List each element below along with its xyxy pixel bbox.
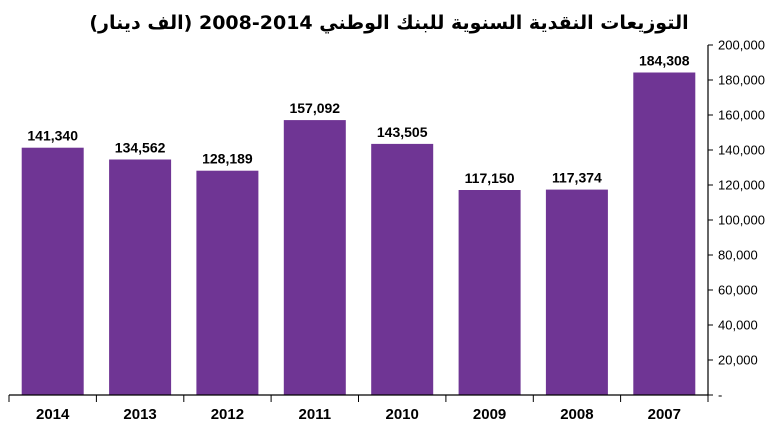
x-tick-label-2009: 2009: [473, 406, 506, 423]
y-tick-label-200000: 200,000: [718, 38, 765, 53]
x-tick-label-2011: 2011: [299, 406, 332, 423]
y-tick-label-160000: 160,000: [718, 108, 765, 123]
x-tick-label-2010: 2010: [386, 406, 419, 423]
data-label-2014: 141,340: [27, 128, 78, 144]
y-tick-label-120000: 120,000: [718, 178, 765, 193]
y-tick-label-40000: 40,000: [718, 318, 758, 333]
bar-2013: [109, 159, 172, 395]
axes-layer: 2014 2013 2012 2011 2010 2009 2008 2007 - 20,000 4…: [8, 38, 765, 423]
data-label-2011: 157,092: [289, 100, 340, 116]
x-tick-label-2008: 2008: [560, 406, 593, 423]
y-tick-label-180000: 180,000: [718, 73, 765, 88]
data-labels-layer: 141,340 134,562 128,189 157,092 143,505 117,1…: [27, 53, 689, 187]
bar-2014: [21, 147, 84, 395]
y-tick-label-100000: 100,000: [718, 213, 765, 228]
bar-2007: [633, 72, 696, 395]
x-tick-label-2012: 2012: [211, 406, 244, 423]
y-tick-label-80000: 80,000: [718, 248, 758, 263]
y-tick-label-20000: 20,000: [718, 353, 758, 368]
data-label-2012: 128,189: [202, 151, 253, 167]
y-tick-label-140000: 140,000: [718, 143, 765, 158]
data-label-2009: 117,150: [465, 170, 515, 186]
data-label-2008: 117,374: [552, 170, 602, 186]
data-label-2010: 143,505: [377, 124, 428, 140]
bar-2010: [371, 143, 434, 395]
bar-2012: [196, 170, 259, 395]
bars-layer: [21, 72, 696, 395]
data-label-2013: 134,562: [115, 140, 166, 156]
x-tick-label-2013: 2013: [123, 406, 156, 423]
y-tick-label-0: -: [718, 388, 722, 403]
data-label-2007: 184,308: [639, 53, 690, 69]
x-tick-label-2007: 2007: [648, 406, 681, 423]
bar-2009: [458, 190, 521, 395]
bar-2011: [283, 120, 346, 395]
x-tick-label-2014: 2014: [36, 406, 70, 423]
y-tick-label-60000: 60,000: [718, 283, 758, 298]
chart-title: التوزيعات النقدية السنوية للبنك الوطني 2…: [89, 12, 688, 34]
bar-2008: [545, 189, 608, 395]
